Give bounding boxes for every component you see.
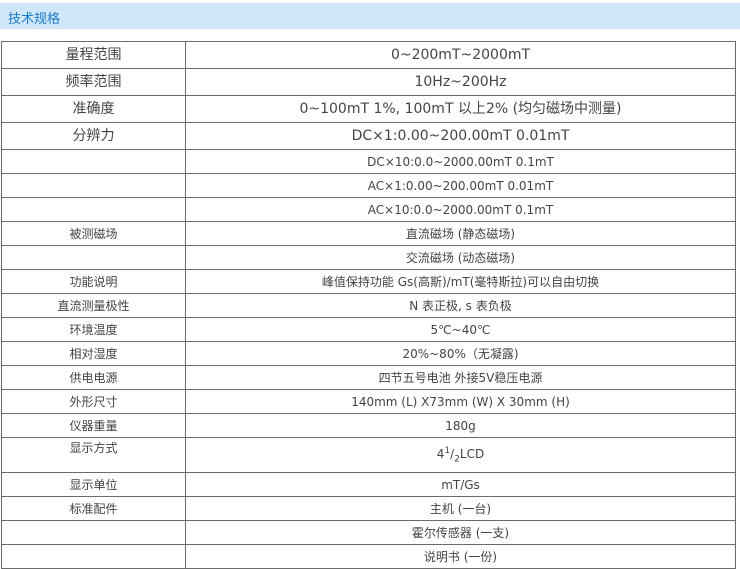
spec-row: 被测磁场 直流磁场 (静态磁场) xyxy=(1,221,736,246)
spec-value: 20%~80%（无凝露) xyxy=(185,341,736,366)
spec-row: AC×10:0.0~2000.00mT 0.1mT xyxy=(1,197,736,222)
display-sep: / xyxy=(450,446,455,461)
spec-value: 霍尔传感器 (一支) xyxy=(185,520,736,545)
spec-label: 显示方式 xyxy=(1,437,186,473)
spec-label: 环境温度 xyxy=(1,317,186,342)
spec-label: 仪器重量 xyxy=(1,413,186,438)
spec-row: 环境温度 5℃~40℃ xyxy=(1,317,736,342)
spec-row: 显示单位 mT/Gs xyxy=(1,472,736,497)
section-title: 技术规格 xyxy=(8,12,61,27)
spec-label: 被测磁场 xyxy=(1,221,186,246)
spec-label: 外形尺寸 xyxy=(1,389,186,414)
spec-row: DC×10:0.0~2000.00mT 0.1mT xyxy=(1,149,736,174)
spec-value: N 表正极, s 表负极 xyxy=(185,293,736,318)
spec-label: 功能说明 xyxy=(1,269,186,294)
spec-row: 交流磁场 (动态磁场) xyxy=(1,245,736,270)
spec-value: 5℃~40℃ xyxy=(185,317,736,342)
spec-label: 显示单位 xyxy=(1,472,186,497)
spec-row: 直流测量极性 N 表正极, s 表负极 xyxy=(1,293,736,318)
spec-value: 180g xyxy=(185,413,736,438)
spec-label: 标准配件 xyxy=(1,496,186,521)
spec-label: 频率范围 xyxy=(1,68,186,96)
spec-row: 霍尔传感器 (一支) xyxy=(1,520,736,545)
spec-row: 相对湿度 20%~80%（无凝露) xyxy=(1,341,736,366)
spec-row: 准确度 0~100mT 1%, 100mT 以上2% (均匀磁场中测量) xyxy=(1,95,736,123)
spec-value: 0~100mT 1%, 100mT 以上2% (均匀磁场中测量) xyxy=(185,95,736,123)
spec-value: 10Hz~200Hz xyxy=(185,68,736,96)
spec-row: AC×1:0.00~200.00mT 0.01mT xyxy=(1,173,736,198)
spec-value: 0~200mT~2000mT xyxy=(185,41,736,69)
display-suffix: LCD xyxy=(459,446,485,461)
spec-value: 直流磁场 (静态磁场) xyxy=(185,221,736,246)
spec-label xyxy=(1,245,186,270)
spec-value: 四节五号电池 外接5V稳压电源 xyxy=(185,365,736,390)
spec-value: mT/Gs xyxy=(185,472,736,497)
display-den: 2 xyxy=(454,454,460,465)
spec-row: 外形尺寸 140mm (L) X73mm (W) X 30mm (H) xyxy=(1,389,736,414)
spec-table: 量程范围 0~200mT~2000mT 频率范围 10Hz~200Hz 准确度 0~100… xyxy=(1,41,736,569)
section-header: 技术规格 xyxy=(0,3,740,29)
display-whole: 4 xyxy=(436,446,445,461)
spec-row: 显示方式 41/2LCD xyxy=(1,437,736,473)
spec-value: 主机 (一台) xyxy=(185,496,736,521)
spec-row: 供电电源 四节五号电池 外接5V稳压电源 xyxy=(1,365,736,390)
spec-value: AC×10:0.0~2000.00mT 0.1mT xyxy=(185,197,736,222)
spec-label xyxy=(1,173,186,198)
spec-label: 准确度 xyxy=(1,95,186,123)
spec-label: 量程范围 xyxy=(1,41,186,69)
spec-value: 交流磁场 (动态磁场) xyxy=(185,245,736,270)
spec-label: 供电电源 xyxy=(1,365,186,390)
spec-row: 功能说明 峰值保持功能 Gs(高斯)/mT(毫特斯拉)可以自由切换 xyxy=(1,269,736,294)
spec-label xyxy=(1,197,186,222)
spec-value: AC×1:0.00~200.00mT 0.01mT xyxy=(185,173,736,198)
spec-label xyxy=(1,520,186,545)
spec-row: 频率范围 10Hz~200Hz xyxy=(1,68,736,96)
spec-row: 标准配件 主机 (一台) xyxy=(1,496,736,521)
spec-value: DC×1:0.00~200.00mT 0.01mT xyxy=(185,122,736,150)
spec-value: 140mm (L) X73mm (W) X 30mm (H) xyxy=(185,389,736,414)
spec-value: 41/2LCD xyxy=(185,437,736,473)
spec-value: DC×10:0.0~2000.00mT 0.1mT xyxy=(185,149,736,174)
spec-row: 仪器重量 180g xyxy=(1,413,736,438)
spec-label xyxy=(1,149,186,174)
spec-row: 量程范围 0~200mT~2000mT xyxy=(1,41,736,69)
spec-value: 说明书 (一份) xyxy=(185,544,736,569)
spec-label xyxy=(1,544,186,569)
spec-label: 直流测量极性 xyxy=(1,293,186,318)
spec-label: 分辨力 xyxy=(1,122,186,150)
display-num: 1 xyxy=(444,445,451,456)
spec-value: 峰值保持功能 Gs(高斯)/mT(毫特斯拉)可以自由切换 xyxy=(185,269,736,294)
spec-label: 相对湿度 xyxy=(1,341,186,366)
spec-row: 说明书 (一份) xyxy=(1,544,736,569)
spec-row: 分辨力 DC×1:0.00~200.00mT 0.01mT xyxy=(1,122,736,150)
